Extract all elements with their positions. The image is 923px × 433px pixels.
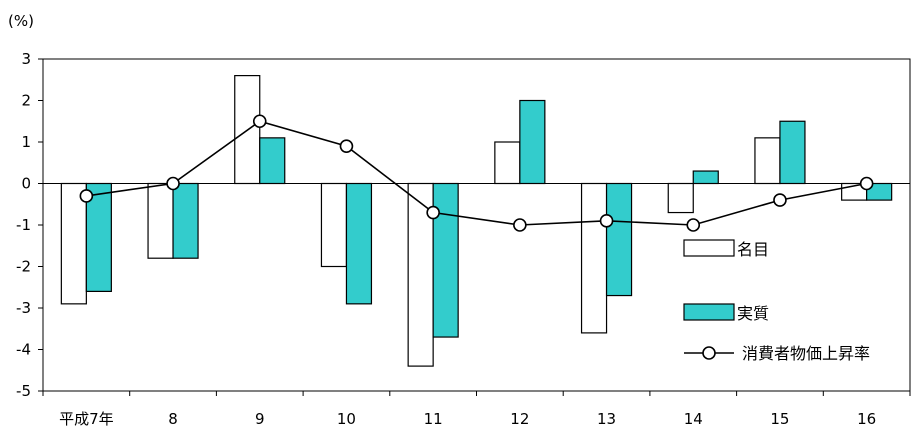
y-tick-label: -2 <box>16 258 31 276</box>
y-tick-label: 2 <box>21 92 31 110</box>
bar-nominal <box>580 182 608 334</box>
y-tick-label: 3 <box>21 50 31 68</box>
bar-real <box>692 170 719 185</box>
legend-swatch-real <box>683 303 735 321</box>
legend-marker-cpi <box>702 346 716 360</box>
y-tick-label: 1 <box>21 133 31 151</box>
bar-real <box>85 182 112 293</box>
y-tick-label: 0 <box>21 175 31 193</box>
x-tick-label: 8 <box>168 410 178 428</box>
x-tick-label: 9 <box>255 410 265 428</box>
y-tick-label: -3 <box>16 299 31 317</box>
x-tick-label: 14 <box>684 410 703 428</box>
y-tick-label: -4 <box>16 341 31 359</box>
cpi-point <box>859 176 874 191</box>
cpi-point <box>686 218 701 232</box>
legend-label-real: 実質 <box>737 304 769 323</box>
cpi-point <box>252 114 267 129</box>
cpi-point <box>339 139 354 153</box>
y-tick-label: -1 <box>16 216 31 234</box>
cpi-point <box>426 205 440 220</box>
x-tick-label: 13 <box>597 410 616 428</box>
x-tick-label: 10 <box>337 410 356 428</box>
y-tick-label: -5 <box>16 382 31 400</box>
bar-real <box>519 99 546 185</box>
bar-real <box>432 182 459 338</box>
bar-nominal <box>147 182 174 259</box>
bar-real <box>259 137 286 185</box>
x-tick-label: 平成7年 <box>59 410 114 428</box>
cpi-point <box>513 218 527 232</box>
bar-nominal <box>754 137 781 185</box>
x-tick-label: 15 <box>770 410 789 428</box>
bar-nominal <box>667 182 694 214</box>
cpi-point <box>599 214 614 228</box>
series-line-cpi <box>86 120 867 226</box>
legend-label-cpi: 消費者物価上昇率 <box>742 344 870 363</box>
x-tick-label: 16 <box>857 410 876 428</box>
cpi-point <box>79 189 94 203</box>
x-tick-label: 12 <box>510 410 529 428</box>
cpi-point <box>773 193 787 207</box>
bar-real <box>345 182 373 305</box>
bar-nominal <box>320 182 348 268</box>
y-axis-unit-label: (%) <box>8 12 34 30</box>
legend-swatch-nominal <box>683 239 735 257</box>
bar-nominal <box>494 141 521 185</box>
bar-real <box>172 182 199 259</box>
cpi-point <box>166 176 180 191</box>
legend-label-nominal: 名目 <box>737 240 769 259</box>
x-tick-label: 11 <box>424 410 443 428</box>
bar-real <box>605 182 633 297</box>
bar-real <box>779 120 806 185</box>
